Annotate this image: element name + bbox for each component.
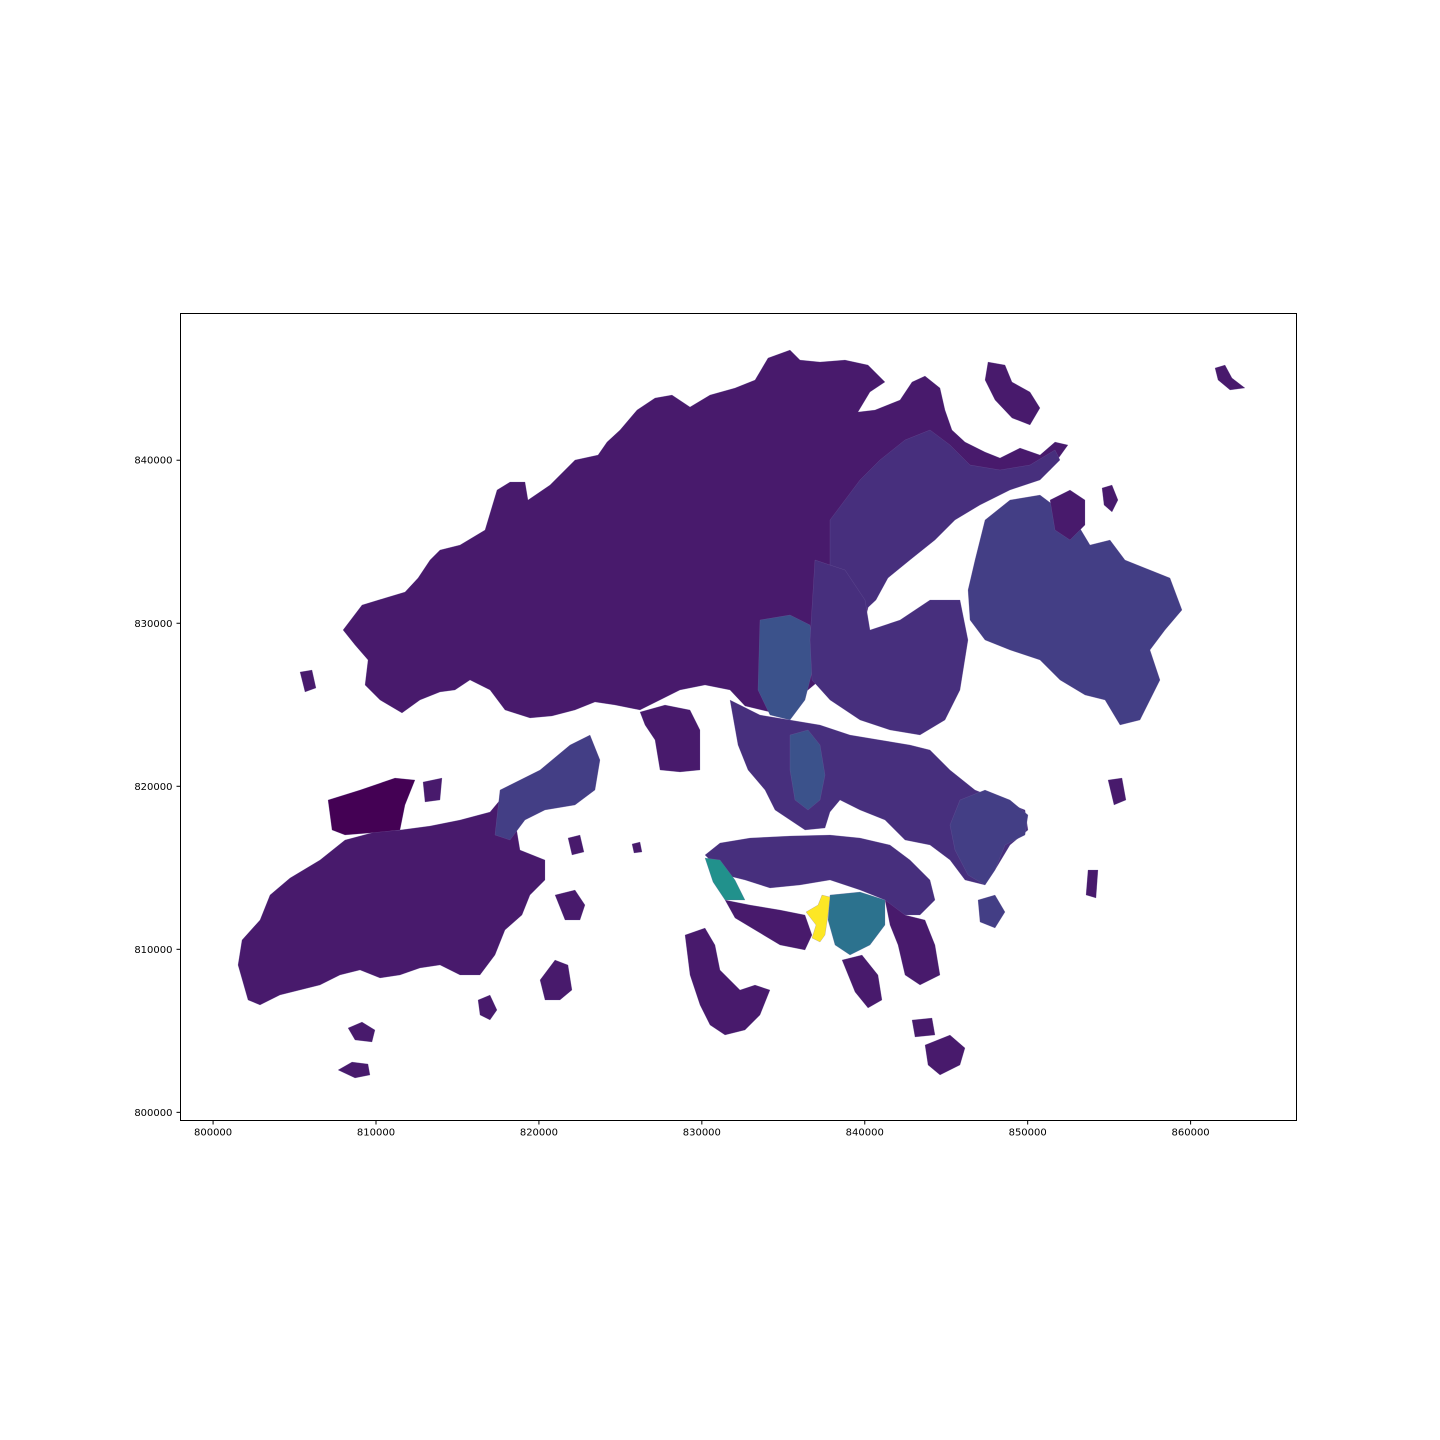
region-kowloon-west [789, 729, 826, 811]
y-tick-label: 830000 [134, 619, 172, 630]
region-islet-5 [347, 1021, 376, 1043]
y-tick-label: 810000 [134, 945, 172, 956]
x-tick-label: 860000 [1172, 1128, 1210, 1139]
region-islet-2 [539, 959, 573, 1001]
region-southern-teal [827, 891, 886, 956]
region-islet-10 [1085, 869, 1099, 899]
region-eastern-hk-island [884, 899, 941, 986]
x-tick-label: 840000 [846, 1128, 884, 1139]
region-new-territories-west [342, 349, 1069, 719]
region-islet-17 [567, 834, 585, 856]
x-tick-label: 850000 [1009, 1128, 1047, 1139]
region-islet-7 [977, 894, 1006, 929]
plot-frame [180, 313, 1297, 1121]
region-islet-1 [911, 1017, 936, 1038]
y-tick-label: 840000 [134, 456, 172, 467]
region-islet-15 [299, 669, 317, 693]
region-cheung-chau [477, 994, 498, 1021]
region-islet-6 [841, 954, 883, 1009]
region-western-district [704, 857, 746, 901]
region-islet-3 [554, 889, 586, 921]
region-islet-4 [337, 1061, 371, 1079]
region-islet-12 [984, 361, 1041, 426]
region-highest-value [805, 894, 831, 943]
y-tick-label: 800000 [134, 1108, 172, 1119]
x-tick-label: 820000 [520, 1128, 558, 1139]
region-tseung-kwan-o [949, 789, 1029, 886]
region-tung-chung-north [494, 734, 601, 841]
region-chek-lap-kok [327, 777, 416, 836]
region-islet-14 [422, 777, 443, 803]
region-lantau [237, 784, 546, 1006]
map-regions [237, 349, 1246, 1079]
region-islet-16 [631, 841, 643, 854]
x-tick-label: 830000 [683, 1128, 721, 1139]
region-hk-island-north [704, 834, 936, 916]
x-tick-label: 810000 [357, 1128, 395, 1139]
region-tsuen-wan [757, 614, 816, 721]
region-shatin [809, 559, 969, 736]
region-south-island [924, 1034, 966, 1076]
region-islet-9 [1101, 484, 1119, 513]
region-southern-district [724, 899, 813, 951]
y-tick-label: 820000 [134, 782, 172, 793]
x-axis: 800000 810000 820000 830000 840000 850000 8600… [194, 1120, 1210, 1139]
region-islet-8 [1214, 364, 1246, 391]
region-sai-kung-north [1049, 489, 1086, 541]
region-north-east [829, 429, 1061, 616]
x-tick-label: 800000 [194, 1128, 232, 1139]
region-islet-11 [1107, 777, 1127, 806]
region-islet-13 [639, 704, 701, 773]
region-lamma-island [684, 927, 771, 1036]
y-axis: 800000 810000 820000 830000 840000 [134, 456, 181, 1119]
